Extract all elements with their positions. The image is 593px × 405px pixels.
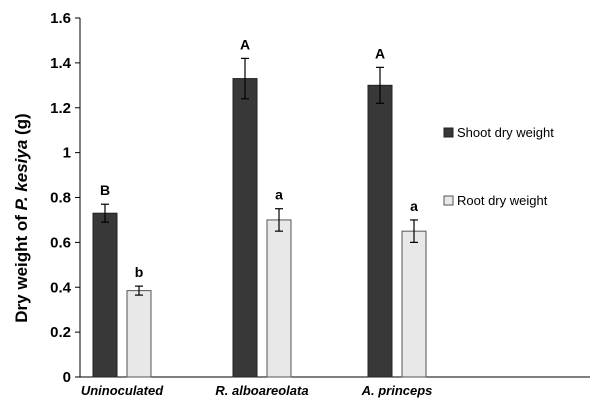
bar — [266, 219, 292, 378]
axes: 0 0.2 0.4 0.6 0.8 1 1.2 1.4 1.6 — [50, 10, 590, 386]
legend-swatch — [443, 127, 454, 138]
x-category-label: Uninoculated — [81, 383, 164, 398]
y-axis-title-species: P. kesiya — [12, 140, 31, 211]
legend-label: Root dry weight — [457, 193, 548, 208]
legend: Shoot dry weight Root dry weight — [443, 125, 554, 208]
y-tick-label: 0.6 — [50, 234, 71, 251]
significance-label: a — [275, 187, 283, 203]
y-tick-label: 1.2 — [50, 100, 71, 117]
y-tick-label: 0 — [63, 369, 71, 386]
y-tick-label: 0.2 — [50, 324, 71, 341]
significance-label: A — [375, 45, 385, 61]
x-category-label: A. princeps — [361, 383, 433, 398]
y-tick-label: 1.6 — [50, 10, 71, 27]
bar — [126, 290, 152, 378]
y-tick-label: 0.4 — [50, 279, 72, 296]
legend-label: Shoot dry weight — [457, 125, 554, 140]
y-tick-label: 1 — [63, 145, 71, 162]
bars — [92, 57, 427, 378]
bar — [401, 230, 427, 378]
significance-label: a — [410, 198, 418, 214]
y-tick-label: 0.8 — [50, 190, 71, 207]
significance-label: A — [240, 36, 250, 52]
significance-label: b — [135, 264, 144, 280]
y-tick-label: 1.4 — [50, 55, 72, 72]
y-axis-title-suffix: (g) — [12, 113, 31, 139]
significance-label: B — [100, 182, 110, 198]
bar — [367, 84, 393, 378]
bar — [232, 78, 258, 378]
y-axis-title-prefix: Dry weight of — [12, 210, 31, 322]
bar — [92, 212, 118, 378]
labels: B A Ab a a Uninoculated R. alboareolata A. prin… — [81, 36, 433, 398]
y-axis-title: Dry weight of P. kesiya (g) — [12, 113, 31, 322]
legend-swatch — [443, 195, 454, 206]
x-category-label: R. alboareolata — [215, 383, 308, 398]
